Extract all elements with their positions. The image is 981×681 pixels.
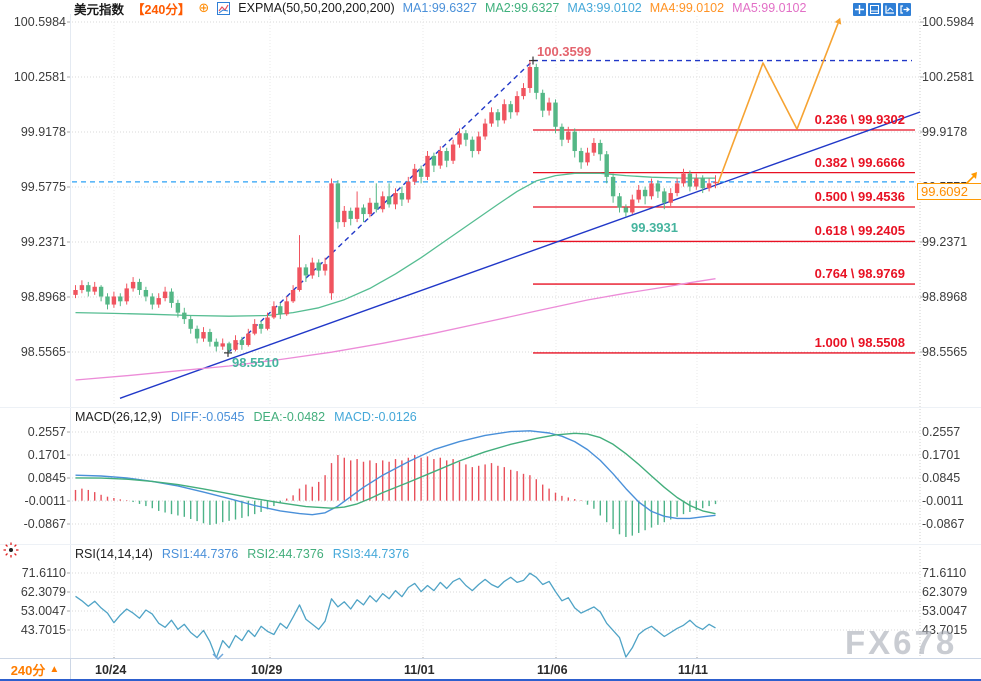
main-price-label-right-6: 98.5565 [922,344,968,359]
main-price-label-right-1: 100.2581 [922,69,975,84]
settings-sun-icon[interactable] [2,541,20,559]
macd-axis-label-left-4: -0.0867 [23,516,66,531]
rsi-axis-label-left-0: 71.6110 [21,566,66,580]
rsi-axis-label-left-2: 53.0047 [20,603,66,618]
add-indicator-icon[interactable]: ⊕ [198,0,210,15]
timeframe-selector[interactable]: 240分 ▲ [0,659,71,680]
rsi-axis-label-right-2: 53.0047 [922,603,968,618]
bottom-bar: 240分 ▲ [0,658,981,680]
rsi-axis-label-left-1: 62.3079 [20,584,66,599]
axis-separator [70,14,71,658]
date-label-2: 11/01 [404,663,435,677]
ma4-value: MA4:99.0102 [649,1,725,15]
rsi2-value: RSI2:44.7376 [247,547,324,561]
fib-label-3: 0.618 \ 99.2405 [814,223,905,239]
candles-layer [73,60,718,353]
pan-icon[interactable] [853,3,866,16]
ma3-value: MA3:99.0102 [567,1,642,15]
macd-axis-label-left-0: 0.2557 [27,424,66,439]
date-label-3: 11/06 [537,663,568,677]
main-price-label-right-2: 99.9178 [922,124,968,139]
rsi-axis-label-right-0: 71.6110 [922,566,967,580]
price-annotation-0: 100.3599 [537,44,592,59]
main-price-label-left-4: 99.2371 [20,234,66,249]
main-price-label-left-1: 100.2581 [13,69,66,84]
bottom-accent-line [0,679,981,681]
date-label-1: 10/29 [251,663,283,677]
macd-indicator-label: MACD(26,12,9) [75,410,162,424]
ma5-value: MA5:99.0102 [732,1,807,15]
rsi1-value: RSI1:44.7376 [161,547,239,561]
collapse-chevron-down-icon[interactable] [211,652,225,661]
rsi-indicator-label: RSI(14,14,14) [75,547,153,561]
timeframe-arrow-icon: ▲ [49,664,60,675]
main-price-label-right-0: 100.5984 [922,15,975,29]
panel-separator-rsi [0,544,981,545]
macd-dea-value: DEA:-0.0482 [253,410,326,424]
macd-axis-label-right-0: 0.2557 [922,424,961,439]
panel-separator-macd [0,407,981,408]
fib-label-1: 0.382 \ 99.6666 [814,154,905,170]
chart-header: 美元指数 【240分】 ⊕ EXPMA(50,50,200,200,200) M… [74,0,807,17]
fibonacci-levels [533,129,915,354]
rsi3-value: RSI3:44.7376 [332,547,410,561]
rsi-layer [75,572,716,659]
main-price-label-left-3: 99.5775 [20,179,66,194]
main-price-label-right-4: 99.2371 [922,234,968,249]
date-label-0: 10/24 [95,663,127,677]
main-price-label-left-2: 99.9178 [20,124,66,139]
macd-axis-label-left-2: 0.0845 [27,470,66,485]
ma1-value: MA1:99.6327 [402,1,477,15]
date-label-4: 11/11 [678,663,708,677]
rsi-axis-label-right-3: 43.7015 [922,622,968,637]
projection-arrow [717,17,977,185]
macd-layer [74,430,717,537]
macd-axis-label-right-1: 0.1701 [922,447,961,462]
timeframe-label[interactable]: 【240分】 [132,2,191,17]
fib-label-5: 1.000 \ 98.5508 [814,334,905,350]
main-price-label-left-5: 98.8968 [20,289,66,304]
fib-label-4: 0.764 \ 98.9769 [814,266,905,282]
price-annotation-1: 99.3931 [631,220,678,235]
fib-label-0: 0.236 \ 99.9302 [814,111,905,127]
exit-chart-icon[interactable] [898,3,911,16]
macd-header: MACD(26,12,9) DIFF:-0.0545 DEA:-0.0482 M… [75,410,417,424]
ma2-value: MA2:99.6327 [485,1,560,15]
macd-axis-label-right-2: 0.0845 [922,470,961,485]
rsi-header: RSI(14,14,14) RSI1:44.7376 RSI2:44.7376 … [75,547,409,561]
macd-axis-label-right-3: -0.0011 [922,493,964,508]
main-price-label-right-5: 98.8968 [922,289,968,304]
grid-chart-icon[interactable] [868,3,881,16]
axis-chart-icon[interactable] [883,3,896,16]
price-annotation-2: 98.5510 [232,355,279,370]
rsi-axis-label-right-1: 62.3079 [922,584,968,599]
watermark: FX678 [845,624,958,661]
macd-axis-label-left-3: -0.0011 [24,493,66,508]
timeframe-value: 240分 [10,663,46,678]
instrument-title: 美元指数 [74,2,125,17]
chart-toolbar [853,3,911,16]
gridlines [67,16,924,662]
fib-label-2: 0.500 \ 99.4536 [814,189,905,204]
rsi-axis-label-left-3: 43.7015 [20,622,66,637]
macd-macd-value: MACD:-0.0126 [334,410,417,424]
main-price-label-left-6: 98.5565 [20,344,66,359]
current-price-tag: 99.6092 [917,183,981,200]
macd-axis-label-right-4: -0.0867 [922,516,965,531]
macd-diff-value: DIFF:-0.0545 [170,410,245,424]
main-price-label-left-0: 100.5984 [13,15,66,29]
chart-type-icon[interactable] [217,1,231,15]
indicator-label: EXPMA(50,50,200,200,200) [238,1,395,15]
macd-axis-label-left-1: 0.1701 [27,447,66,462]
